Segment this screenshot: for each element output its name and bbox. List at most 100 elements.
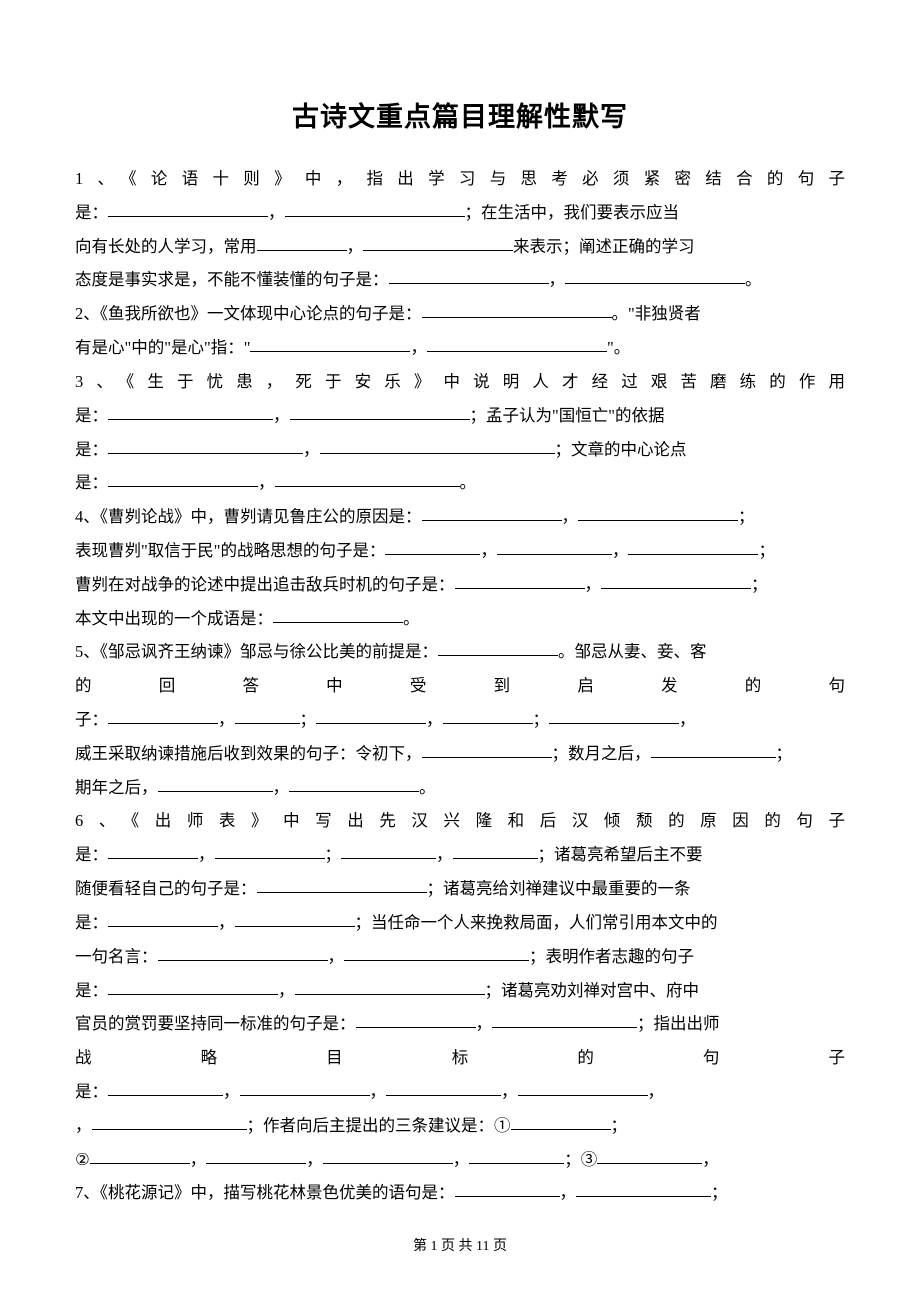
blank: [90, 1146, 190, 1164]
text: 5、《邹忌讽齐王纳谏》邹忌与徐公比美的前提是：: [75, 642, 438, 661]
text: 子：: [75, 710, 108, 729]
text: ；③: [564, 1150, 597, 1169]
text: 战略目标的句子: [75, 1048, 845, 1067]
blank: [108, 436, 303, 454]
q6-line2: 是：，；，；诸葛亮希望后主不要: [75, 838, 845, 872]
blank: [422, 301, 612, 319]
text: 表现曹刿"取信于民"的战略思想的句子是：: [75, 541, 385, 560]
text: 是：: [75, 913, 108, 932]
blank: [316, 707, 426, 725]
text: 的回答中受到启发的句: [75, 676, 845, 695]
text: ，: [501, 1082, 518, 1101]
blank: [628, 537, 758, 555]
text: 是：: [75, 473, 108, 492]
q3-line2: 是：，；孟子认为"国恒亡"的依据: [75, 399, 845, 433]
text: 2、《鱼我所欲也》一文体现中心论点的句子是：: [75, 304, 422, 323]
text: ，: [370, 1082, 387, 1101]
text: ，: [268, 203, 285, 222]
q6-line8: 战略目标的句子: [75, 1041, 845, 1075]
text: 6、《出师表》中写出先汉兴隆和后汉倾颓的原因的句子: [75, 811, 845, 830]
text: ，: [278, 981, 295, 1000]
text: ②: [75, 1143, 90, 1177]
blank: [455, 571, 585, 589]
text: ；: [751, 575, 768, 594]
document-body: 1、《论语十则》中，指出学习与思考必须紧密结合的句子 是：，；在生活中，我们要表…: [75, 162, 845, 1210]
text: "。: [607, 338, 630, 357]
q5-line4: 威王采取纳谏措施后收到效果的句子：令初下， ；数月之后， ；: [75, 737, 845, 771]
text: ，: [223, 1082, 240, 1101]
blank: [257, 233, 347, 251]
text: 威王采取纳谏措施后收到效果的句子：令初下，: [75, 744, 422, 763]
text: 向有长处的人学习，常用: [75, 237, 257, 256]
q4-line2: 表现曹刿"取信于民"的战略思想的句子是：，，；: [75, 534, 845, 568]
blank: [386, 1078, 501, 1096]
text: ；: [776, 744, 793, 763]
blank: [92, 1112, 247, 1130]
text: 。: [460, 473, 477, 492]
text: ，: [190, 1150, 207, 1169]
document-title: 古诗文重点篇目理解性默写: [75, 95, 845, 134]
blank: [108, 909, 218, 927]
text: ；孟子认为"国恒亡"的依据: [470, 406, 665, 425]
text: 3、《生于忧患，死于安乐》中说明人才经过艰苦磨练的作用: [75, 372, 845, 391]
text: 本文中出现的一个成语是：: [75, 609, 273, 628]
blank: [469, 1146, 564, 1164]
blank: [492, 1011, 637, 1029]
text: 态度是事实求是，不能不懂装懂的句子是：: [75, 270, 389, 289]
text: ；作者向后主提出的三条建议是：①: [247, 1116, 511, 1135]
blank: [285, 199, 465, 217]
text: ；指出出师: [637, 1014, 720, 1033]
text: 1、《论语十则》中，指出学习与思考必须紧密结合的句子: [75, 169, 845, 188]
blank: [356, 1011, 476, 1029]
q6-line10: ，；作者向后主提出的三条建议是：①；: [75, 1109, 845, 1143]
blank: [295, 977, 485, 995]
blank: [108, 707, 218, 725]
blank: [427, 335, 607, 353]
blank: [290, 402, 470, 420]
q6-line6: 是：，；诸葛亮劝刘禅对宫中、府中: [75, 974, 845, 1008]
q1-line3: 向有长处的人学习，常用，来表示；阐述正确的学习: [75, 230, 845, 264]
text: 有是心"中的"是心"指：": [75, 338, 250, 357]
text: ，: [585, 575, 602, 594]
text: ，: [218, 913, 235, 932]
blank: [576, 1180, 711, 1198]
text: ，: [410, 338, 427, 357]
text: ，: [436, 845, 453, 864]
blank: [443, 707, 533, 725]
blank: [511, 1112, 611, 1130]
q3-line3: 是：，；文章的中心论点: [75, 433, 845, 467]
q6-line7: 官员的赏罚要坚持同一标准的句子是：，；指出出师: [75, 1007, 845, 1041]
blank: [235, 909, 355, 927]
text: ；: [300, 710, 317, 729]
blank: [363, 233, 513, 251]
q4-line3: 曹刿在对战争的论述中提出追击敌兵时机的句子是： ， ；: [75, 568, 845, 602]
blank: [422, 740, 552, 758]
q1-line1: 1、《论语十则》中，指出学习与思考必须紧密结合的句子: [75, 162, 845, 196]
text: ；: [611, 1116, 628, 1135]
text: ，: [258, 473, 275, 492]
blank: [275, 470, 460, 488]
q6-line3: 随便看轻自己的句子是：；诸葛亮给刘禅建议中最重要的一条: [75, 872, 845, 906]
q2-line1: 2、《鱼我所欲也》一文体现中心论点的句子是： 。"非独贤者: [75, 297, 845, 331]
q3-line4: 是： ， 。: [75, 466, 845, 500]
blank: [518, 1078, 648, 1096]
blank: [273, 605, 403, 623]
blank: [235, 707, 300, 725]
blank: [108, 199, 268, 217]
text: 。"非独贤者: [612, 304, 701, 323]
text: 曹刿在对战争的论述中提出追击敌兵时机的句子是：: [75, 575, 455, 594]
blank: [597, 1146, 702, 1164]
text: ；数月之后，: [552, 744, 651, 763]
text: ；诸葛亮希望后主不要: [538, 845, 703, 864]
blank: [601, 571, 751, 589]
text: ，: [306, 1150, 323, 1169]
blank: [344, 943, 529, 961]
blank: [289, 774, 419, 792]
q6-line9: 是：，，，，: [75, 1075, 845, 1109]
blank: [497, 537, 612, 555]
text: ；文章的中心论点: [555, 440, 687, 459]
q5-line3: 子：，；，；，: [75, 703, 845, 737]
text: ；表明作者志趣的句子: [529, 947, 694, 966]
text: 4、《曹刿论战》中，曹刿请见鲁庄公的原因是：: [75, 507, 422, 526]
blank: [453, 842, 538, 860]
